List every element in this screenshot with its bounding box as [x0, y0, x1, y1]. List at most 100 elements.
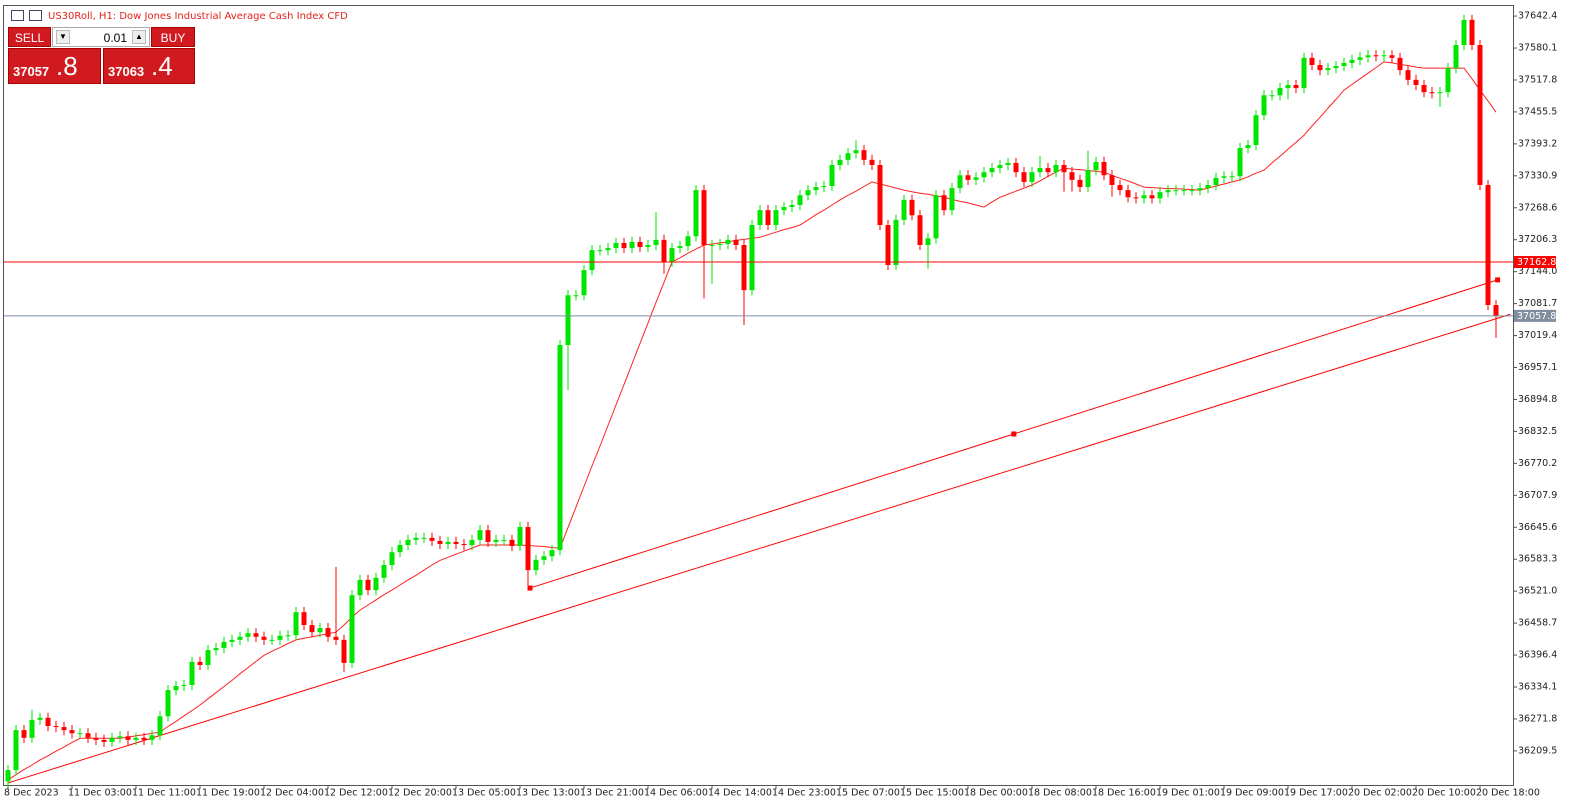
candle — [469, 534, 475, 551]
candle-body — [669, 248, 675, 262]
candle — [813, 181, 819, 196]
candle-body — [1349, 59, 1355, 63]
sell-button[interactable]: SELL — [8, 27, 51, 47]
y-tick-label: 36832.5 — [1518, 426, 1557, 437]
candle-body — [749, 225, 755, 291]
icon-list[interactable] — [11, 10, 24, 21]
x-tick-label: 11 Dec 19:00 — [196, 788, 260, 799]
candle-body — [909, 199, 915, 216]
candle-body — [1149, 195, 1155, 199]
candle — [1221, 171, 1227, 183]
candle — [1037, 155, 1043, 178]
candle-body — [117, 736, 123, 738]
x-tick-label: 19 Dec 01:00 — [1156, 788, 1220, 799]
buy-button[interactable]: BUY — [151, 27, 195, 47]
candle — [597, 245, 603, 256]
candle-body — [189, 661, 195, 685]
y-tick-label: 36583.3 — [1518, 554, 1557, 565]
candle — [389, 547, 395, 571]
candle — [1453, 39, 1459, 74]
lot-increase[interactable]: ▲ — [132, 30, 146, 44]
candle — [373, 572, 379, 596]
candle — [1325, 62, 1331, 76]
ask-price[interactable]: 37063 .4 — [103, 48, 195, 84]
candle-body — [853, 150, 859, 154]
candle-body — [13, 730, 19, 771]
candle-body — [845, 153, 851, 160]
candle-body — [1141, 195, 1147, 199]
candle-body — [1085, 170, 1091, 188]
candle — [797, 190, 803, 211]
candle — [381, 559, 387, 583]
candle — [21, 725, 27, 743]
candle — [1301, 52, 1307, 94]
candle-body — [1069, 172, 1075, 180]
candle — [765, 205, 771, 231]
candle — [333, 567, 339, 645]
candle — [13, 725, 19, 776]
plot-area — [5, 14, 1511, 787]
candle-body — [1477, 45, 1483, 185]
candle-body — [733, 239, 739, 245]
candle-body — [1237, 148, 1243, 177]
candle — [989, 162, 995, 178]
candle — [733, 234, 739, 251]
candle-body — [693, 190, 699, 237]
candle-body — [1277, 88, 1283, 96]
candle — [277, 630, 283, 645]
candle-body — [1101, 161, 1107, 176]
candle-body — [29, 719, 35, 738]
candle-body — [77, 733, 83, 735]
lot-decrease[interactable]: ▼ — [56, 30, 70, 44]
candle-body — [1061, 165, 1067, 173]
candle-body — [373, 577, 379, 591]
bid-frac: .8 — [56, 51, 78, 81]
lot-input[interactable]: ▼ 0.01 ▲ — [52, 27, 150, 47]
candle — [5, 765, 11, 787]
x-tick-label: 14 Dec 14:00 — [708, 788, 772, 799]
candle-body — [1117, 185, 1123, 191]
candle — [517, 521, 523, 552]
candle — [565, 290, 571, 391]
candle — [701, 185, 707, 299]
candle — [1133, 192, 1139, 204]
candle — [941, 190, 947, 216]
y-tick-label: 37206.3 — [1518, 234, 1557, 245]
candle-body — [1029, 172, 1035, 182]
candle — [1245, 139, 1251, 154]
candle-body — [125, 736, 131, 740]
candle-body — [109, 737, 115, 742]
y-tick-label: 37268.6 — [1518, 202, 1557, 213]
candle — [85, 728, 91, 743]
candle-body — [61, 727, 67, 731]
y-tick-label: 36957.1 — [1518, 362, 1557, 373]
candle-body — [517, 527, 523, 547]
candle-body — [237, 636, 243, 640]
candle-body — [893, 219, 899, 265]
x-tick-label: 14 Dec 06:00 — [644, 788, 708, 799]
candle-body — [925, 238, 931, 245]
candle-body — [1037, 168, 1043, 173]
candle-body — [437, 540, 443, 544]
candle-body — [813, 187, 819, 191]
candle-body — [149, 735, 155, 740]
candle-body — [709, 245, 715, 246]
candle-body — [461, 543, 467, 545]
candle — [1429, 87, 1435, 99]
candle — [525, 521, 531, 589]
x-tick-label: 19 Dec 17:00 — [1284, 788, 1348, 799]
candle-body — [541, 556, 547, 560]
candle-body — [773, 210, 779, 225]
candle-body — [45, 717, 51, 727]
candle-body — [549, 550, 555, 557]
lot-value: 0.01 — [103, 31, 127, 45]
icon-chart[interactable] — [29, 10, 42, 21]
bid-price[interactable]: 37057 .8 — [8, 48, 101, 84]
candle — [1421, 79, 1427, 98]
candle-body — [85, 733, 91, 738]
y-tick-label: 36209.5 — [1518, 745, 1557, 756]
candle — [541, 551, 547, 565]
x-tick-label: 18 Dec 16:00 — [1092, 788, 1156, 799]
candle — [421, 532, 427, 543]
candle-body — [877, 165, 883, 225]
